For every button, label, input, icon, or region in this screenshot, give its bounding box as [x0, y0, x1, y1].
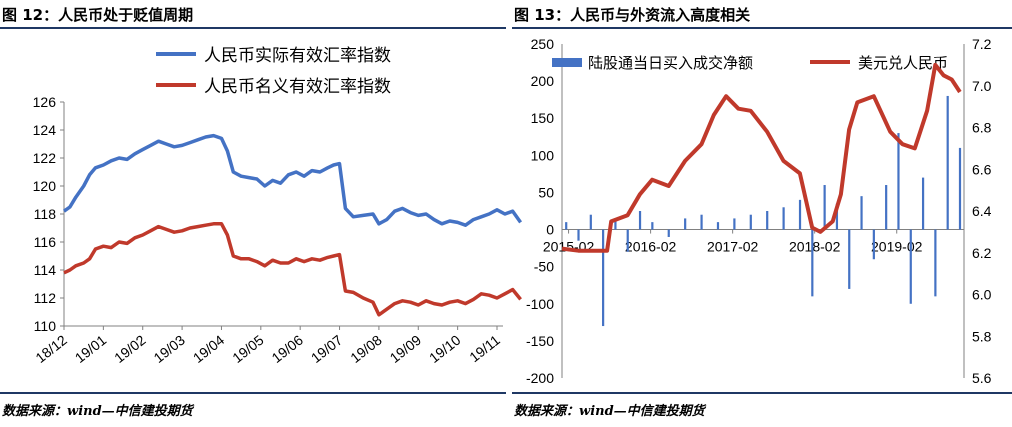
y-tick-label: 118 [34, 206, 57, 222]
net-buy-bar [614, 218, 617, 230]
net-buy-bar [716, 222, 720, 230]
source-rule [512, 392, 1012, 394]
reer-neer-line-chart: 人民币实际有效汇率指数 人民币名义有效汇率指数 110 112 114 116 118 1… [32, 46, 523, 366]
y-tick-label: 122 [33, 150, 57, 166]
x-tick-label: 2018-02 [789, 239, 841, 255]
source-note: 数据来源：wind—中信建投期货 [514, 404, 705, 419]
net-buy-bar [565, 222, 568, 230]
net-buy-bar [626, 229, 629, 252]
x-tick-label: 18/12 [32, 332, 70, 366]
y-right-tick-label: 6.6 [972, 161, 992, 177]
x-tick-label: 19/05 [229, 332, 267, 366]
y-left-tick-label: 200 [531, 73, 555, 89]
legend-label-series-1: 人民币名义有效汇率指数 [204, 77, 391, 96]
x-tick-label: 19/07 [308, 332, 346, 366]
net-buy-bar [766, 211, 769, 230]
y-right-tick-label: 6.4 [972, 203, 992, 219]
source-rule [0, 392, 506, 394]
net-buy-bar [835, 203, 839, 230]
legend-label-series-0: 人民币实际有效汇率指数 [204, 46, 391, 65]
net-buy-bar [733, 218, 736, 230]
y-tick-label: 112 [34, 290, 57, 306]
legend: 人民币实际有效汇率指数 人民币名义有效汇率指数 [156, 46, 391, 96]
net-buy-bar [749, 214, 752, 230]
net-buy-bar [782, 207, 785, 230]
series-line-1 [63, 222, 522, 317]
x-tick-label: 19/11 [466, 332, 503, 366]
net-buy-bar [684, 218, 687, 230]
y-tick-label: 116 [34, 234, 57, 250]
y-right-tick-label: 5.6 [972, 370, 992, 386]
title-rule [0, 27, 506, 29]
y-tick-label: 110 [34, 318, 57, 334]
y-left-tick-label: -150 [526, 333, 554, 349]
net-buy-bar [823, 185, 826, 230]
net-buy-bar [577, 229, 580, 241]
y-left-tick-label: 250 [531, 36, 555, 52]
legend-label-series-0: 陆股通当日买入成交净额 [588, 54, 753, 72]
y-tick-label: 114 [34, 262, 57, 278]
net-buy-bar [885, 185, 888, 230]
x-tick-label: 19/09 [387, 332, 425, 366]
y-right-tick-label: 6.0 [972, 287, 992, 303]
net-buy-bar [602, 229, 605, 327]
net-buy-bar [897, 133, 900, 230]
x-tick-label: 19/01 [72, 332, 110, 366]
net-buy-bar [811, 229, 814, 297]
y-tick-label: 124 [33, 122, 57, 138]
y-left-tick-label: 50 [538, 184, 554, 200]
legend: 陆股通当日买入成交净额 美元兑人民币 [552, 54, 948, 72]
figure-title: 图 12：人民币处于贬值周期 [2, 6, 194, 24]
x-tick-label: 2016-02 [625, 239, 677, 255]
figure-title: 图 13：人民币与外资流入高度相关 [514, 6, 751, 24]
y-left-tick-label: -200 [526, 370, 554, 386]
series-line-0 [62, 133, 523, 227]
y-right-tick-label: 7.0 [972, 78, 992, 94]
net-buy-bar [946, 95, 949, 230]
figure-13-panel: 图 13：人民币与外资流入高度相关 陆股通当日买入成交净额 美元兑人民币 -20… [512, 0, 1012, 427]
source-note: 数据来源：wind—中信建投期货 [2, 404, 193, 419]
y-left-tick-label: 0 [546, 222, 554, 238]
y-right-tick-label: 5.8 [972, 328, 992, 344]
x-tick-label: 19/03 [150, 332, 188, 366]
x-tick-label: 19/08 [347, 332, 385, 366]
x-tick-label: 19/06 [269, 332, 307, 366]
net-buy-bar [589, 214, 592, 230]
y-tick-label: 126 [33, 94, 57, 110]
x-tick-label: 19/04 [190, 332, 228, 366]
rmb-capital-flow-chart: 陆股通当日买入成交净额 美元兑人民币 -200 -150 -100 -50 0 50 100… [526, 36, 992, 386]
net-buy-bar [700, 214, 703, 230]
y-left-tick-label: 100 [531, 147, 555, 163]
net-buy-bar [872, 229, 875, 260]
y-left-tick-label: -100 [526, 296, 554, 312]
y-right-tick-label: 6.2 [972, 245, 992, 261]
net-buy-bar [934, 229, 937, 297]
net-buy-bar [667, 229, 670, 237]
figure-12-panel: 图 12：人民币处于贬值周期 人民币实际有效汇率指数 人民币名义有效汇率指数 1… [0, 6, 523, 419]
legend-swatch-series-0 [552, 58, 582, 67]
y-tick-label: 120 [33, 178, 57, 194]
x-tick-label: 19/02 [111, 332, 149, 366]
y-left-tick-label: -50 [534, 259, 554, 275]
net-buy-bar [921, 177, 925, 230]
x-tick-label: 2017-02 [707, 239, 759, 255]
y-right-tick-label: 7.2 [972, 36, 992, 52]
net-buy-bar [958, 147, 962, 230]
x-tick-label: 19/10 [426, 332, 464, 366]
net-buy-bar [638, 211, 642, 230]
title-rule [512, 27, 1012, 29]
net-buy-bar [909, 229, 912, 304]
legend-label-series-1: 美元兑人民币 [858, 55, 948, 72]
y-right-tick-label: 6.8 [972, 120, 992, 136]
net-buy-bar [860, 196, 863, 230]
x-tick-label: 2019-02 [871, 239, 923, 255]
usdcny-line [561, 62, 962, 253]
y-left-tick-label: 150 [531, 110, 555, 126]
net-buy-bar [651, 222, 654, 230]
net-buy-bar [798, 199, 802, 230]
net-buy-bar [848, 229, 851, 289]
